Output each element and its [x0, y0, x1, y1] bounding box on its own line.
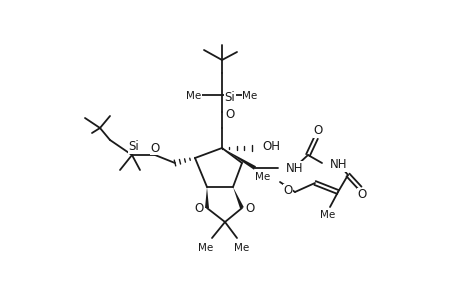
Polygon shape [233, 187, 243, 209]
Text: O: O [313, 124, 322, 137]
Text: O: O [357, 188, 366, 202]
Polygon shape [205, 187, 208, 208]
Text: Me: Me [186, 91, 201, 101]
Text: OH: OH [262, 140, 280, 152]
Text: Me: Me [254, 172, 269, 182]
Text: Me: Me [198, 243, 213, 253]
Text: Me: Me [242, 91, 257, 101]
Text: O: O [283, 184, 292, 197]
Text: O: O [150, 142, 159, 154]
Text: O: O [245, 202, 254, 214]
Text: NH: NH [329, 158, 347, 172]
Text: Me: Me [319, 210, 335, 220]
Text: Si: Si [224, 91, 235, 103]
Text: O: O [225, 107, 234, 121]
Text: NH: NH [285, 161, 303, 175]
Polygon shape [222, 148, 256, 170]
Text: O: O [194, 202, 203, 214]
Text: Me: Me [234, 243, 249, 253]
Text: Si: Si [129, 140, 139, 154]
